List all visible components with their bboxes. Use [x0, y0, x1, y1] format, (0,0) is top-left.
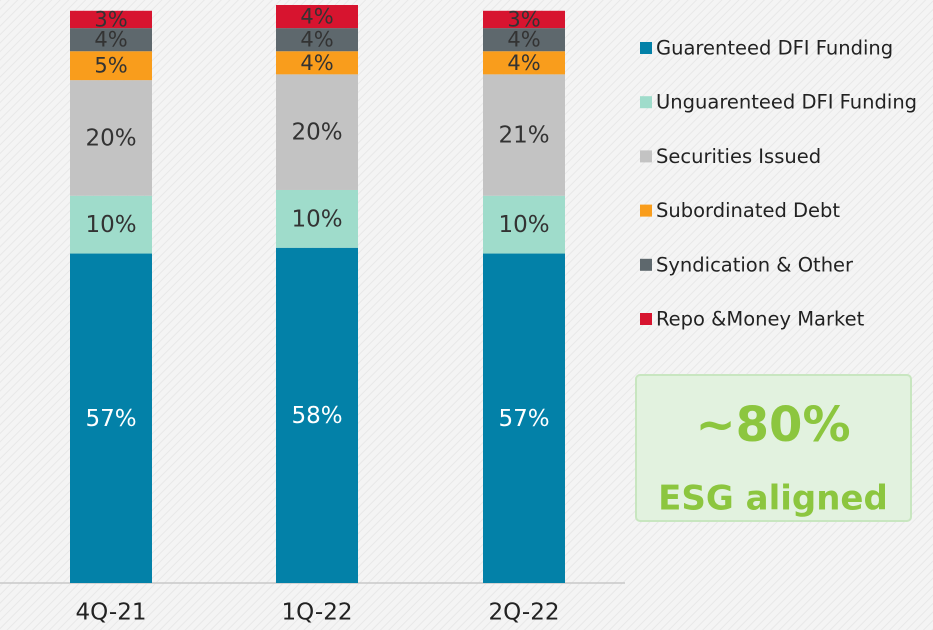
value-label: 4% — [300, 51, 333, 75]
annotation: ~80% — [695, 397, 850, 453]
bar-segment — [483, 28, 565, 52]
legend-label: Syndication & Other — [656, 253, 854, 276]
bar-segment — [276, 189, 358, 248]
value-label: 4% — [300, 5, 333, 29]
legend-swatch — [640, 313, 652, 325]
annotation: ESG aligned — [658, 479, 888, 519]
value-label: 4% — [507, 28, 540, 52]
bar-segment — [276, 28, 358, 52]
bar-segment — [70, 10, 152, 29]
legend-swatch — [640, 42, 652, 54]
legend-swatch — [640, 150, 652, 163]
annotation-box — [635, 374, 912, 522]
bar-segment — [276, 247, 358, 583]
value-label: 3% — [94, 7, 127, 31]
value-label: 20% — [85, 125, 136, 151]
x-tick-label: 1Q-22 — [282, 600, 353, 626]
x-tick-label: 2Q-22 — [489, 600, 560, 626]
value-label: 10% — [498, 212, 549, 238]
value-label: 10% — [291, 206, 342, 232]
value-label: 4% — [507, 51, 540, 75]
bar-segment — [483, 10, 565, 29]
value-label: 4% — [94, 28, 127, 52]
bar-segment — [276, 51, 358, 75]
value-label: 3% — [507, 7, 540, 31]
bar-segment — [70, 195, 152, 254]
bar-segment — [483, 51, 565, 75]
legend-label: Repo &Money Market — [656, 308, 865, 331]
bar-segment — [483, 195, 565, 254]
legend-label: Guarenteed DFI Funding — [656, 37, 893, 60]
value-label: 58% — [291, 403, 342, 429]
value-label: 57% — [85, 406, 136, 432]
bar-segment — [483, 253, 565, 584]
value-label: 10% — [85, 212, 136, 238]
bar-segment — [276, 5, 358, 29]
bar-segment — [483, 74, 565, 196]
legend-label: Securities Issued — [656, 145, 821, 168]
legend-swatch — [640, 204, 652, 217]
bar-segment — [70, 51, 152, 81]
legend-swatch — [640, 258, 652, 271]
bar-segment — [70, 253, 152, 584]
value-label: 4% — [300, 28, 333, 52]
value-label: 20% — [291, 120, 342, 146]
bar-segment — [70, 28, 152, 52]
legend-label: Unguarenteed DFI Funding — [656, 91, 917, 114]
value-label: 57% — [498, 406, 549, 432]
bar-segment — [70, 80, 152, 196]
legend-label: Subordinated Debt — [656, 199, 840, 222]
value-label: 5% — [94, 54, 127, 78]
bar-segment — [276, 74, 358, 190]
x-tick-label: 4Q-21 — [76, 600, 147, 626]
value-label: 21% — [498, 123, 549, 149]
legend-swatch — [640, 96, 652, 109]
